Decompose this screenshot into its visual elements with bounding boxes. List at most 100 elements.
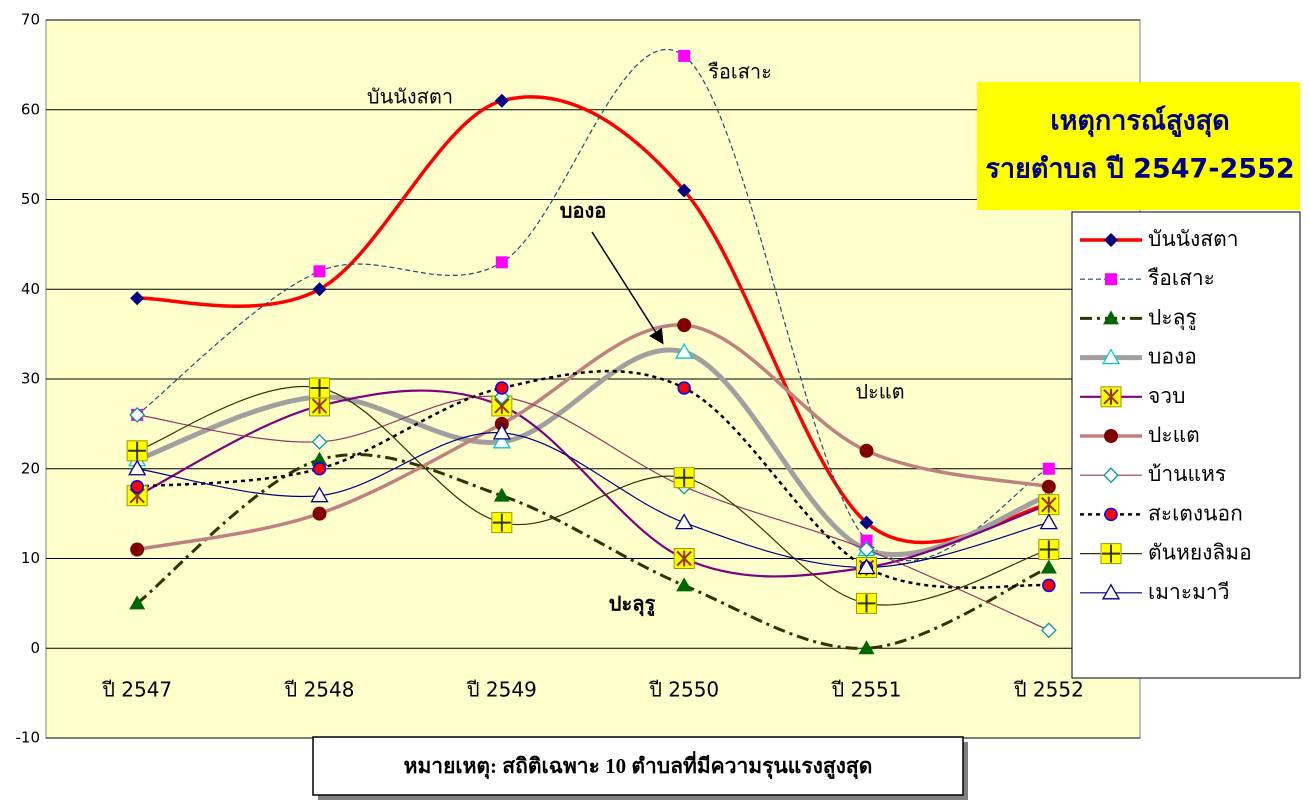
series-line	[136, 389, 1050, 578]
marker	[1101, 348, 1121, 365]
marker	[492, 513, 511, 532]
marker	[492, 432, 511, 449]
marker	[1104, 233, 1118, 247]
marker	[311, 397, 328, 414]
marker	[130, 479, 144, 494]
legend-label: สะเตงนอก	[1148, 501, 1243, 525]
series-line	[136, 347, 1050, 558]
marker	[857, 594, 876, 613]
series-line	[137, 369, 1049, 589]
y-tick-label: 70	[21, 11, 40, 29]
marker	[493, 487, 510, 502]
markers	[126, 49, 1060, 655]
x-tick-label: ปี 2552	[1014, 678, 1084, 702]
arrow	[591, 231, 664, 345]
series-line	[137, 395, 1050, 631]
marker	[678, 49, 691, 62]
chart-title: รายตำบล ปี 2547-2552	[985, 154, 1294, 185]
marker	[1040, 622, 1057, 639]
marker	[677, 318, 692, 333]
marker	[310, 378, 329, 397]
marker	[675, 342, 694, 359]
marker	[492, 423, 511, 440]
marker	[312, 282, 327, 297]
marker	[1104, 429, 1118, 443]
y-tick-label: 50	[21, 190, 40, 208]
marker	[675, 513, 694, 530]
y-tick-label: 30	[21, 370, 40, 388]
marker	[310, 486, 329, 503]
note: หมายเหตุ: สถิติเฉพาะ 10 ตำบลที่มีความรุน…	[404, 750, 873, 780]
legend-label: ปะลุรู	[1148, 305, 1197, 330]
marker	[130, 291, 145, 306]
chart-title: เหตุการณ์สูงสุด	[1050, 105, 1229, 138]
marker	[1103, 388, 1119, 405]
marker	[1103, 310, 1119, 325]
marker	[858, 541, 875, 558]
marker	[1039, 513, 1058, 530]
marker	[1039, 540, 1058, 559]
marker	[1104, 507, 1118, 522]
marker	[677, 183, 692, 198]
y-tick-label: -10	[16, 729, 41, 747]
title-box	[977, 82, 1300, 210]
marker	[494, 93, 509, 108]
x-tick-label: ปี 2547	[102, 678, 172, 702]
marker	[677, 381, 691, 395]
marker	[859, 515, 874, 530]
marker	[1042, 578, 1056, 593]
marker	[676, 550, 692, 567]
x-tick-label: ปี 2549	[467, 678, 537, 702]
marker	[676, 577, 693, 592]
marker	[128, 459, 147, 476]
marker	[1103, 467, 1119, 484]
marker	[1042, 462, 1055, 475]
marker	[857, 558, 876, 575]
annotation: ปะแต	[855, 380, 904, 404]
marker	[130, 542, 145, 557]
marker	[675, 468, 694, 487]
y-tick-label: 0	[30, 639, 40, 657]
legend-label: เมาะมาวี	[1148, 580, 1230, 604]
marker	[312, 462, 327, 476]
x-tick-label: ปี 2548	[284, 678, 354, 702]
x-tick-label: ปี 2551	[831, 678, 901, 702]
annotation: บองอ	[560, 199, 606, 223]
legend-label: ตันหยงลิมอ	[1148, 541, 1252, 565]
legend-label: ปะแต	[1148, 423, 1200, 447]
marker	[495, 256, 508, 269]
legend	[1071, 211, 1301, 679]
annotation: ปะลุรู	[609, 592, 656, 618]
y-tick-label: 60	[21, 100, 40, 118]
y-tick-label: 40	[21, 280, 40, 298]
marker	[311, 451, 328, 466]
marker	[495, 381, 509, 395]
series-line	[136, 453, 1050, 650]
series-line	[136, 323, 1050, 552]
legend-label: บันนังสตา	[1148, 227, 1239, 251]
legend-label: รือเสาะ	[1147, 266, 1215, 290]
marker	[1041, 479, 1056, 494]
marker	[1102, 544, 1120, 563]
marker	[128, 441, 147, 460]
marker	[1101, 583, 1121, 600]
marker	[129, 406, 146, 423]
marker	[1041, 496, 1057, 513]
marker	[129, 595, 146, 610]
marker	[858, 640, 875, 655]
x-tick-label: ปี 2550	[649, 678, 719, 702]
series-line	[136, 385, 1050, 606]
y-tick-label: 10	[21, 549, 40, 567]
annotation: รือเสาะ	[708, 60, 772, 84]
marker	[311, 433, 328, 450]
marker	[1040, 559, 1057, 574]
marker	[313, 265, 326, 278]
marker	[1105, 273, 1117, 286]
annotation: บันนังสตา	[367, 85, 453, 109]
marker	[859, 443, 874, 458]
legend-label: บ้านแหร	[1148, 462, 1226, 486]
y-tick-label: 20	[21, 459, 40, 477]
series-line	[137, 432, 1049, 569]
legend-label: จวบ	[1148, 384, 1185, 408]
